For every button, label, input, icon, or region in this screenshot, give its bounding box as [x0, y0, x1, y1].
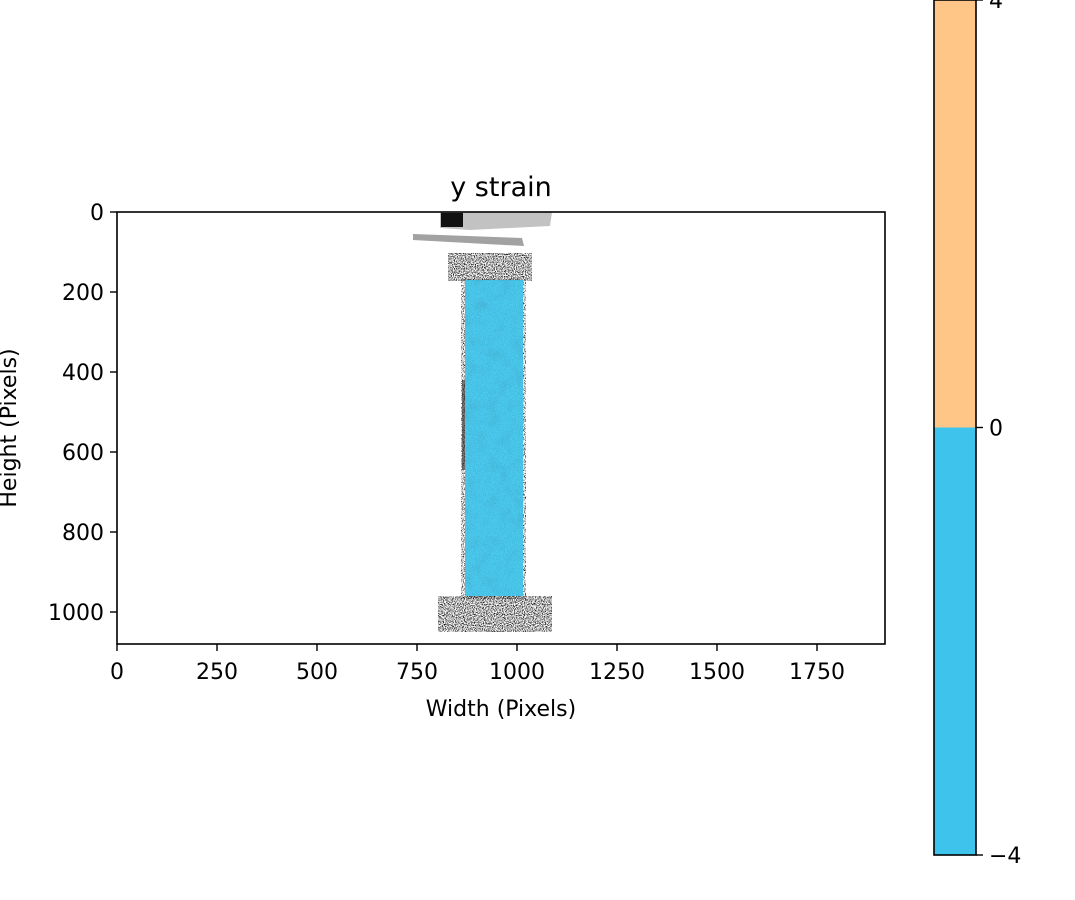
colorbar-tick-label: 0 — [989, 417, 1003, 442]
x-tick-label: 0 — [110, 660, 124, 685]
y-tick-label: 600 — [62, 441, 104, 466]
y-axis: 0 200 400 600 800 1000 — [48, 201, 117, 626]
y-tick-label: 0 — [90, 201, 104, 226]
chart-title: y strain — [450, 172, 551, 203]
colorbar-positive-segment — [934, 0, 976, 428]
specimen-shoulder-top — [448, 253, 532, 281]
x-tick-label: 1750 — [789, 660, 845, 685]
y-tick-label: 1000 — [48, 601, 104, 626]
y-tick-label: 800 — [62, 521, 104, 546]
specimen-grip-bar — [413, 234, 524, 246]
plot-area — [116, 211, 886, 645]
x-tick-label: 1250 — [589, 660, 645, 685]
colorbar: 4 0 −4 — [933, 0, 1021, 869]
colorbar-negative-segment — [934, 427, 976, 855]
colorbar-tick-label: 4 — [989, 0, 1003, 14]
x-tick-label: 750 — [396, 660, 438, 685]
y-tick-label: 200 — [62, 281, 104, 306]
strain-region-texture — [465, 280, 523, 596]
colorbar-tick-label: −4 — [989, 844, 1021, 869]
plot-frame — [116, 211, 886, 645]
colorbar-ticks: 4 0 −4 — [976, 0, 1021, 869]
x-tick-label: 250 — [196, 660, 238, 685]
specimen-edge-shadow — [462, 380, 465, 470]
strain-overlay — [465, 280, 523, 596]
x-axis: 0 250 500 750 1000 1250 1500 1750 — [110, 644, 845, 685]
specimen-grip-top — [440, 212, 552, 230]
specimen-shoulder-bottom — [438, 596, 552, 632]
x-tick-label: 1000 — [489, 660, 545, 685]
specimen-grip-top-dark — [441, 213, 463, 227]
y-axis-label: Height (Pixels) — [0, 348, 22, 507]
y-tick-label: 400 — [62, 361, 104, 386]
x-axis-label: Width (Pixels) — [426, 697, 576, 722]
x-tick-label: 500 — [296, 660, 338, 685]
x-tick-label: 1500 — [689, 660, 745, 685]
